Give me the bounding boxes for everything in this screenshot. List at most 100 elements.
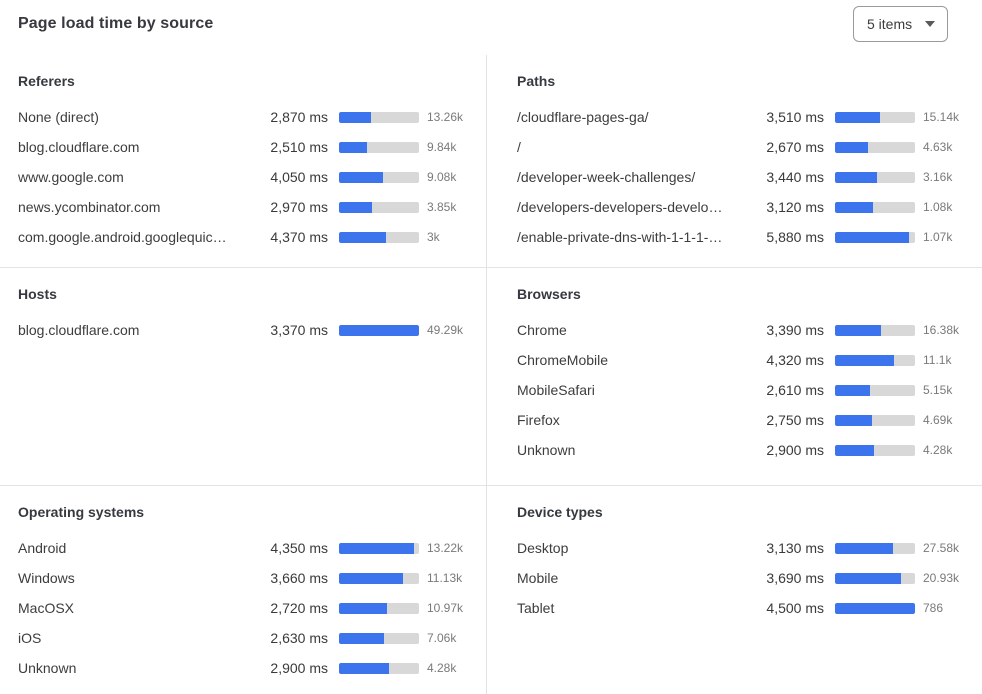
row-count: 4.69k	[923, 413, 953, 427]
row-bar-fill	[835, 572, 902, 584]
page-title: Page load time by source	[18, 15, 214, 32]
horizontal-divider	[0, 485, 982, 486]
row-bar	[339, 572, 419, 584]
section-title: Browsers	[517, 286, 581, 302]
row-label: MacOSX	[18, 600, 75, 616]
row-label: /developers-developers-developers/	[517, 199, 734, 215]
row-bar-fill	[339, 324, 419, 336]
items-count-dropdown[interactable]: 5 items	[853, 6, 948, 42]
row-count: 15.14k	[923, 110, 960, 124]
metric-row: /enable-private-dns-with-1-1-1-1-on-... …	[517, 222, 967, 252]
row-count: 5.15k	[923, 383, 953, 397]
row-count: 4.28k	[427, 661, 457, 675]
vertical-divider	[486, 55, 487, 694]
row-load-time: 4,320 ms	[766, 352, 824, 368]
row-label: Mobile	[517, 570, 559, 586]
metric-row: Windows 3,660 ms 11.13k	[18, 563, 471, 593]
row-bar-fill	[835, 354, 895, 366]
row-bar-fill	[835, 444, 875, 456]
row-count: 7.06k	[427, 631, 457, 645]
row-label: Android	[18, 540, 67, 556]
row-load-time: 2,900 ms	[270, 660, 328, 676]
row-load-time: 4,350 ms	[270, 540, 328, 556]
row-count: 11.13k	[427, 571, 463, 585]
row-count: 16.38k	[923, 323, 960, 337]
row-load-time: 2,510 ms	[270, 139, 328, 155]
row-load-time: 3,390 ms	[766, 322, 824, 338]
metric-row: MacOSX 2,720 ms 10.97k	[18, 593, 471, 623]
row-label: Firefox	[517, 412, 560, 428]
row-bar	[339, 324, 419, 336]
sections-grid: Referers None (direct) 2,870 ms 13.26k b…	[0, 55, 982, 694]
section-rows: blog.cloudflare.com 3,370 ms 49.29k	[18, 315, 471, 345]
metric-section: Hosts blog.cloudflare.com 3,370 ms 49.29…	[0, 268, 486, 485]
metric-row: /developers-developers-developers/ 3,120…	[517, 192, 967, 222]
row-load-time: 2,720 ms	[270, 600, 328, 616]
row-bar-fill	[835, 324, 882, 336]
row-bar-fill	[339, 572, 403, 584]
row-bar	[835, 414, 915, 426]
row-bar-fill	[339, 171, 383, 183]
row-count: 1.08k	[923, 200, 953, 214]
row-bar-fill	[835, 384, 871, 396]
row-label: Desktop	[517, 540, 569, 556]
row-load-time: 3,370 ms	[270, 322, 328, 338]
row-bar	[339, 201, 419, 213]
row-load-time: 2,670 ms	[766, 139, 824, 155]
metric-row: Unknown 2,900 ms 4.28k	[18, 653, 471, 683]
row-bar-fill	[835, 201, 874, 213]
section-rows: Android 4,350 ms 13.22k Windows 3,660 ms…	[18, 533, 471, 683]
metric-section: Operating systems Android 4,350 ms 13.22…	[0, 486, 486, 694]
row-load-time: 4,370 ms	[270, 229, 328, 245]
row-bar	[835, 542, 915, 554]
section-title: Device types	[517, 504, 603, 520]
row-label: None (direct)	[18, 109, 99, 125]
row-bar	[339, 231, 419, 243]
row-bar	[339, 171, 419, 183]
metric-row: Chrome 3,390 ms 16.38k	[517, 315, 967, 345]
metric-row: None (direct) 2,870 ms 13.26k	[18, 102, 471, 132]
row-label: MobileSafari	[517, 382, 595, 398]
row-load-time: 3,690 ms	[766, 570, 824, 586]
row-load-time: 3,120 ms	[766, 199, 824, 215]
row-bar-fill	[835, 542, 893, 554]
metric-row: news.ycombinator.com 2,970 ms 3.85k	[18, 192, 471, 222]
row-label: Chrome	[517, 322, 567, 338]
row-count: 9.08k	[427, 170, 457, 184]
horizontal-divider	[0, 267, 982, 268]
row-bar	[835, 354, 915, 366]
row-bar-fill	[339, 231, 387, 243]
row-label: /	[517, 139, 521, 155]
row-bar-fill	[835, 602, 915, 614]
metric-row: Tablet 4,500 ms 786	[517, 593, 967, 623]
row-bar	[835, 231, 915, 243]
row-load-time: 2,630 ms	[270, 630, 328, 646]
metric-row: com.google.android.googlequicksearc... 4…	[18, 222, 471, 252]
row-load-time: 2,970 ms	[270, 199, 328, 215]
row-bar-fill	[339, 111, 371, 123]
row-count: 786	[923, 601, 944, 615]
row-bar	[835, 201, 915, 213]
row-count: 13.22k	[427, 541, 464, 555]
row-label: /developer-week-challenges/	[517, 169, 696, 185]
metric-row: blog.cloudflare.com 2,510 ms 9.84k	[18, 132, 471, 162]
row-load-time: 4,500 ms	[766, 600, 824, 616]
row-bar	[339, 602, 419, 614]
row-count: 1.07k	[923, 230, 953, 244]
row-bar	[835, 141, 915, 153]
row-count: 20.93k	[923, 571, 960, 585]
section-rows: Chrome 3,390 ms 16.38k ChromeMobile 4,32…	[517, 315, 967, 465]
row-count: 10.97k	[427, 601, 464, 615]
row-bar	[339, 542, 419, 554]
section-title: Operating systems	[18, 504, 145, 520]
row-count: 11.1k	[923, 353, 952, 367]
row-label: Unknown	[18, 660, 77, 676]
row-label: Windows	[18, 570, 75, 586]
row-label: com.google.android.googlequicksearc...	[18, 229, 238, 245]
section-title: Paths	[517, 73, 556, 89]
row-bar	[339, 141, 419, 153]
row-count: 3k	[427, 230, 440, 244]
row-label: iOS	[18, 630, 42, 646]
row-count: 3.16k	[923, 170, 953, 184]
row-label: /enable-private-dns-with-1-1-1-1-on-...	[517, 229, 734, 245]
